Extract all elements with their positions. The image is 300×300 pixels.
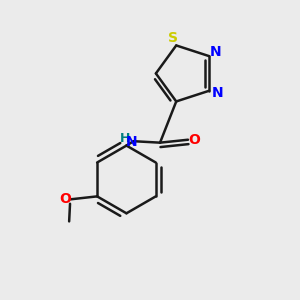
Text: N: N [210,45,221,59]
Text: H: H [120,132,130,145]
Text: O: O [59,192,71,206]
Text: S: S [168,31,178,45]
Text: O: O [189,133,200,147]
Text: N: N [212,86,223,100]
Text: N: N [125,135,137,149]
